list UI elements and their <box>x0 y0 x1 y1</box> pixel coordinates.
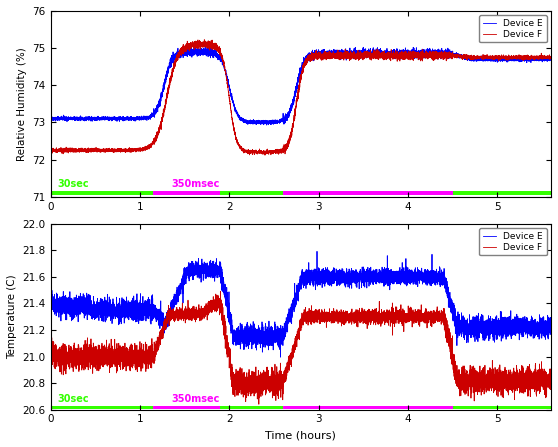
Y-axis label: Temperature (C): Temperature (C) <box>7 274 17 359</box>
Device F <box>365 53 372 59</box>
Device F <box>344 316 350 322</box>
Device F <box>418 313 425 319</box>
Device F <box>256 401 262 407</box>
Device E <box>229 93 235 99</box>
Device E <box>445 54 452 59</box>
Device E <box>191 43 198 48</box>
Legend: Device E, Device F: Device E, Device F <box>479 16 546 42</box>
Device E <box>228 317 235 322</box>
Device F <box>73 350 79 356</box>
Device F <box>365 307 372 312</box>
Device F <box>47 359 54 365</box>
Text: 30sec: 30sec <box>58 179 89 190</box>
Device E <box>365 273 372 278</box>
Y-axis label: Relative Humidity (%): Relative Humidity (%) <box>17 47 27 160</box>
Device E <box>344 275 350 280</box>
Device F <box>73 147 79 152</box>
Device E <box>365 49 372 55</box>
Line: Device E: Device E <box>51 251 551 357</box>
Device E <box>263 122 270 128</box>
Device E <box>73 299 79 304</box>
Device E <box>418 51 425 56</box>
Device E <box>47 296 54 302</box>
Line: Device F: Device F <box>51 40 551 155</box>
Device E <box>277 354 284 360</box>
Device F <box>217 289 224 294</box>
Legend: Device E, Device F: Device E, Device F <box>479 228 546 255</box>
Device F <box>201 37 208 42</box>
Device E <box>344 49 350 55</box>
Device F <box>344 53 350 59</box>
Device E <box>314 249 320 254</box>
Device F <box>229 370 235 375</box>
Device F <box>445 55 452 60</box>
Device F <box>548 54 555 59</box>
Device F <box>47 148 54 153</box>
X-axis label: Time (hours): Time (hours) <box>266 430 336 440</box>
Device F <box>445 337 452 342</box>
Device F <box>548 384 555 390</box>
Text: 350msec: 350msec <box>171 179 220 190</box>
Line: Device F: Device F <box>51 291 551 404</box>
Device E <box>418 270 425 275</box>
Device E <box>548 55 555 60</box>
Device E <box>47 115 54 121</box>
Device F <box>262 152 268 158</box>
Device E <box>445 287 452 292</box>
Device E <box>548 322 555 327</box>
Device E <box>73 116 79 121</box>
Device F <box>229 114 235 120</box>
Device F <box>418 54 425 59</box>
Line: Device E: Device E <box>51 46 551 125</box>
Text: 350msec: 350msec <box>171 394 220 405</box>
Text: 30sec: 30sec <box>58 394 89 405</box>
